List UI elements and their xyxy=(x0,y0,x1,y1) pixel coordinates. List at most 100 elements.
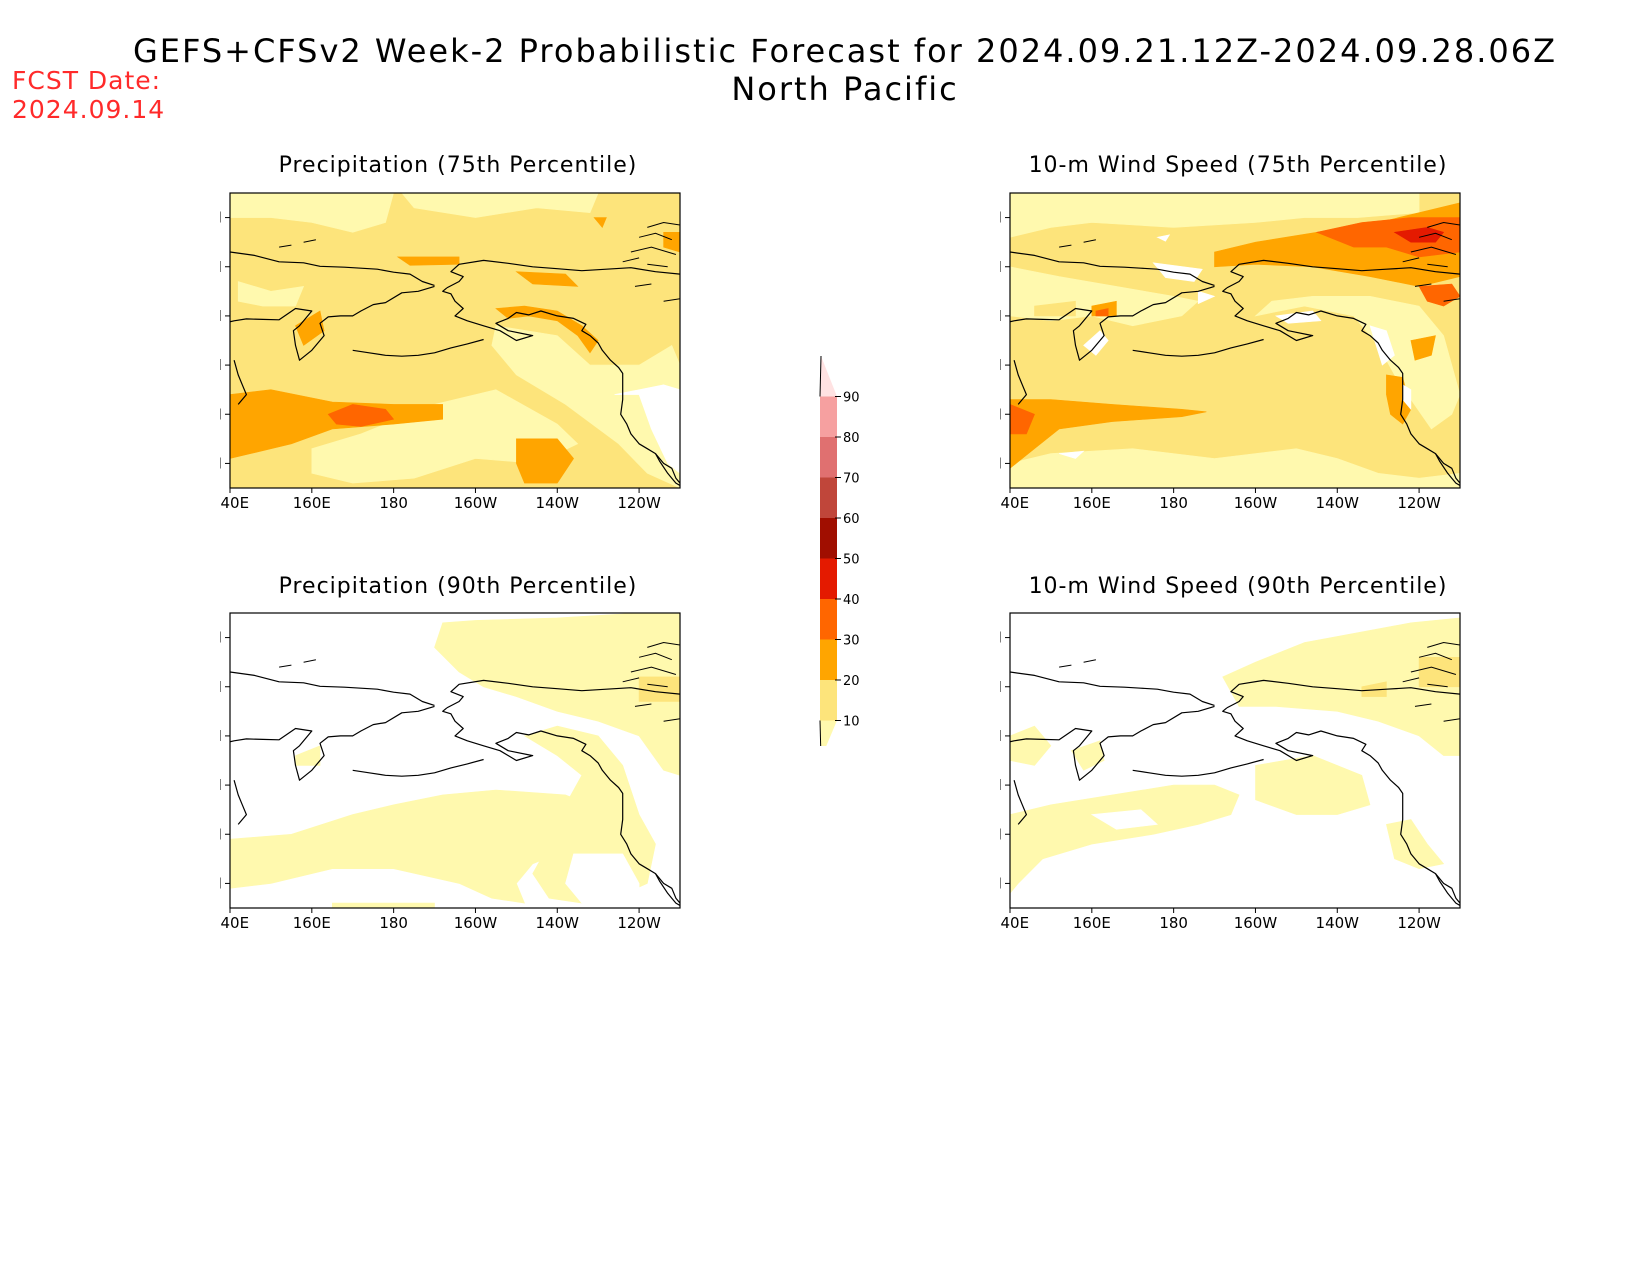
lon-label: 140W xyxy=(536,494,580,512)
lon-label: 160W xyxy=(454,494,498,512)
lat-label: 60N xyxy=(1000,727,1002,745)
forecast-field xyxy=(1315,217,1460,258)
lon-label: 160E xyxy=(1073,914,1111,932)
forecast-field xyxy=(1010,399,1207,469)
lat-label: 40N xyxy=(220,825,222,843)
forecast-field xyxy=(1361,681,1387,697)
forecast-field xyxy=(434,613,680,776)
forecast-field xyxy=(516,438,574,484)
forecast-field xyxy=(332,902,435,908)
lon-label: 160W xyxy=(1234,914,1278,932)
colorbar-segment xyxy=(820,680,837,721)
lon-label: 140E xyxy=(1000,914,1029,932)
lat-label: 50N xyxy=(1000,356,1002,374)
lon-label: 140W xyxy=(1316,914,1360,932)
forecast-field xyxy=(663,231,680,253)
lat-label: 60N xyxy=(220,727,222,745)
map-wind-90: 80N 70N 60N 50N 40N 30N 140E 160E 180 160W 140W 120… xyxy=(1000,612,1461,932)
colorbar-label: 40 xyxy=(843,593,860,608)
colorbar-label: 50 xyxy=(843,553,860,568)
colorbar-segment xyxy=(820,396,837,437)
lat-label: 50N xyxy=(220,776,222,794)
forecast-field xyxy=(1083,330,1109,356)
map-precip-75: 80N 70N 60N 50N 40N 30N 140E 160E 180 160W 140W 120… xyxy=(220,192,681,512)
lon-label: 180 xyxy=(379,914,408,932)
lon-label: 140E xyxy=(220,494,249,512)
colorbar-triangle-top xyxy=(820,356,837,397)
colorbar-label: 10 xyxy=(843,715,860,730)
lat-label: 70N xyxy=(220,258,222,276)
forecast-field xyxy=(614,384,680,474)
color-bar: 10 20 30 40 50 60 70 80 90 xyxy=(819,355,860,746)
colorbar-label: 70 xyxy=(843,472,860,487)
lon-label: 120W xyxy=(617,914,661,932)
forecast-field xyxy=(1010,404,1035,435)
map-frame xyxy=(229,192,681,489)
lon-label: 140W xyxy=(1316,494,1360,512)
forecast-field xyxy=(1090,809,1158,830)
colorbar-segment xyxy=(820,477,837,518)
colorbar-label: 30 xyxy=(843,634,860,649)
colorbar-label: 60 xyxy=(843,512,860,527)
lat-label: 60N xyxy=(220,307,222,325)
forecast-field xyxy=(230,193,394,233)
forecast-field xyxy=(1197,290,1216,305)
map-frame xyxy=(1009,192,1461,489)
colorbar-segment xyxy=(820,639,837,680)
forecast-field xyxy=(1095,308,1109,317)
forecast-field xyxy=(593,217,607,228)
panel-title-precip-90: Precipitation (90th Percentile) xyxy=(278,574,638,599)
panel-title-precip-75: Precipitation (75th Percentile) xyxy=(278,153,638,178)
lon-label: 160E xyxy=(1073,494,1111,512)
lon-label: 160E xyxy=(293,914,331,932)
panel-title-wind-75: 10-m Wind Speed (75th Percentile) xyxy=(1028,153,1448,178)
forecast-field xyxy=(1369,325,1395,366)
colorbar-label: 20 xyxy=(843,674,860,689)
region-line: North Pacific xyxy=(731,70,959,108)
forecast-field xyxy=(327,404,395,427)
title-line: GEFS+CFSv2 Week-2 Probabilistic Forecast… xyxy=(132,32,1558,70)
forecast-field xyxy=(1034,300,1076,317)
lon-label: 180 xyxy=(1159,494,1188,512)
forecast-field xyxy=(491,325,680,488)
colorbar-segment xyxy=(820,437,837,478)
lat-label: 30N xyxy=(220,454,222,472)
forecast-field xyxy=(1222,617,1460,756)
forecast-field xyxy=(1010,448,1460,488)
colorbar-label: 90 xyxy=(843,391,860,406)
colorbar-triangle-bottom xyxy=(820,720,837,746)
forecast-field xyxy=(1156,234,1171,242)
forecast-field xyxy=(1059,450,1085,459)
map-wind-75: 80N 70N 60N 50N 40N 30N 140E 160E 180 160W 140W 120… xyxy=(1000,192,1461,512)
forecast-field xyxy=(295,310,325,346)
forecast-date: FCST Date: 2024.09.14 xyxy=(12,66,165,124)
lat-label: 70N xyxy=(1000,678,1002,696)
forecast-date-label: FCST Date: xyxy=(12,66,162,95)
forecast-field xyxy=(1070,740,1105,771)
lat-label: 70N xyxy=(220,678,222,696)
forecast-field xyxy=(401,193,599,218)
forecast-field xyxy=(515,271,579,287)
lon-label: 160E xyxy=(293,494,331,512)
lon-label: 140W xyxy=(536,914,580,932)
forecast-field xyxy=(1010,725,1052,766)
lat-label: 80N xyxy=(220,209,222,227)
colorbar-segment xyxy=(820,599,837,640)
lat-label: 70N xyxy=(1000,258,1002,276)
lon-label: 120W xyxy=(617,494,661,512)
colorbar-segment xyxy=(820,518,837,559)
forecast-field xyxy=(1255,755,1371,815)
forecast-field xyxy=(1010,784,1240,894)
lon-label: 120W xyxy=(1397,914,1441,932)
forecast-field xyxy=(1410,335,1436,361)
lat-label: 50N xyxy=(220,356,222,374)
map-precip-90: 80N 70N 60N 50N 40N 30N 140E 160E 180 160W 140W 120… xyxy=(220,612,681,932)
forecast-date-value: 2024.09.14 xyxy=(12,95,166,124)
forecast-field xyxy=(565,853,640,904)
lon-label: 180 xyxy=(379,494,408,512)
lat-label: 30N xyxy=(1000,874,1002,892)
lat-label: 40N xyxy=(1000,825,1002,843)
lat-label: 60N xyxy=(1000,307,1002,325)
lat-label: 50N xyxy=(1000,776,1002,794)
forecast-field xyxy=(237,281,305,307)
